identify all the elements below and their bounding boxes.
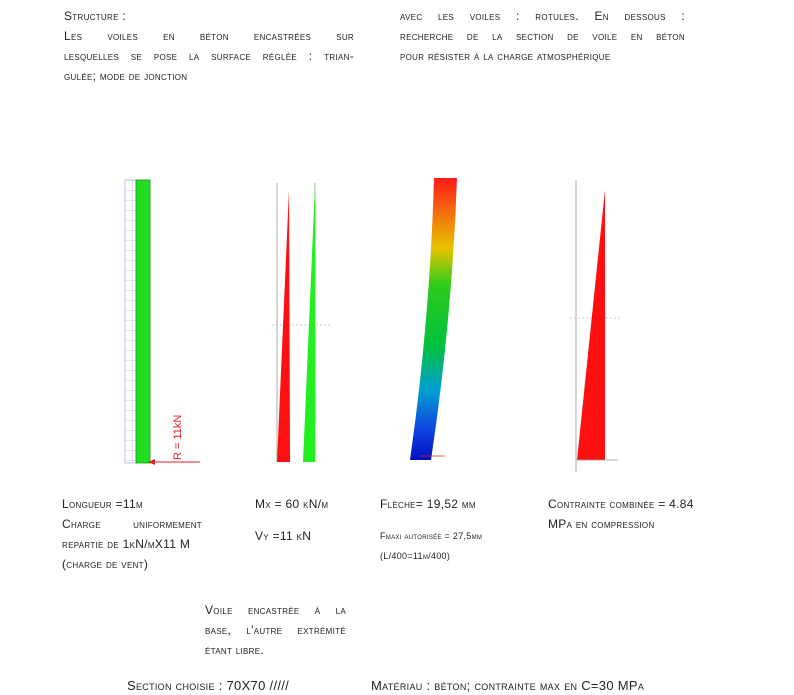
text-line: (charge de vent) xyxy=(62,557,149,571)
stress-figure xyxy=(570,180,620,472)
wall-figure: R = 11kN xyxy=(124,179,200,465)
text-line: gulée; mode de jonction xyxy=(64,69,188,83)
caption-wall: Longueur =11m Charge uniformement repart… xyxy=(62,494,202,574)
text-line: Contrainte combinée = 4.84 xyxy=(548,497,694,511)
text-line: Vy =11 kN xyxy=(255,529,312,543)
caption-moment: Mx = 60 kN/m Vy =11 kN xyxy=(255,494,365,546)
intro-right: avec les voiles : rotules. En dessous : … xyxy=(400,6,685,66)
text-line: lesquelles se pose la surface réglée : t… xyxy=(64,49,354,63)
note: Voile encastrée à la base, l'autre extré… xyxy=(205,600,346,660)
text-line: base, l'autre extrémité xyxy=(205,623,346,637)
section-chosen: Section choisie : 70X70 ///// xyxy=(127,678,290,693)
caption-deflection: Flèche= 19,52 mm Fmaxi autorisée = 27,5m… xyxy=(380,494,520,566)
moment-figure xyxy=(272,183,330,462)
text-line: avec les voiles : rotules. En dessous : xyxy=(400,9,685,23)
intro-left: Structure : Les voiles en béton encastré… xyxy=(64,6,354,86)
text-line: Flèche= 19,52 mm xyxy=(380,497,476,511)
heading: Structure : xyxy=(64,9,126,23)
caption-stress: Contrainte combinée = 4.84 MPa en compre… xyxy=(548,494,748,534)
text-line: MPa en compression xyxy=(548,517,655,531)
deflection-figure xyxy=(410,178,457,460)
text-line: Longueur =11m xyxy=(62,497,143,511)
text-line: Voile encastrée à la xyxy=(205,603,346,617)
reaction-label: R = 11kN xyxy=(172,415,184,460)
text-line: étant libre. xyxy=(205,643,265,657)
text-line: Mx = 60 kN/m xyxy=(255,497,329,511)
text-line: Charge uniformement xyxy=(62,517,202,531)
text-line: repartie de 1kN/mX11 M xyxy=(62,537,191,551)
text-line: recherche de la section de voile en béto… xyxy=(400,29,685,43)
text-line: Fmaxi autorisée = 27,5mm xyxy=(380,531,483,541)
text-line: pour résister à la charge atmosphérique xyxy=(400,49,611,63)
text-line: (L/400=11m/400) xyxy=(380,551,451,561)
text-line: Les voiles en béton encastrées sur xyxy=(64,29,354,43)
material: Matériau : béton; contrainte max en C=30… xyxy=(371,678,645,693)
